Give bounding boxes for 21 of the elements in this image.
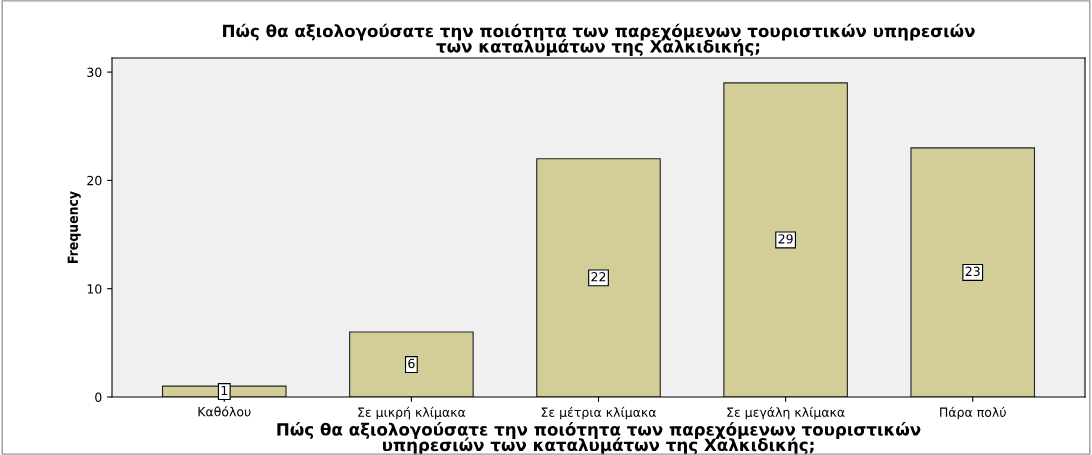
bar — [723, 82, 848, 397]
data-label: 1 — [221, 385, 228, 396]
bar — [349, 331, 474, 397]
x-tick-label: Πάρα πολύ — [940, 406, 1006, 420]
data-label: 22 — [591, 272, 606, 282]
bar — [910, 147, 1036, 397]
data-label: 23 — [965, 266, 980, 277]
x-axis-title: Πώς θα αξιολογούσατε την ποιότητα των παρεχόμενων τουριστικών υπηρεσιών των καταλυμάτων της Χαλκιδικής; — [277, 422, 921, 455]
y-tick-label: 10 — [87, 284, 102, 294]
bar — [536, 158, 661, 397]
data-label: 6 — [408, 358, 415, 369]
x-tick-label: Σε μέτρια κλίμακα — [541, 406, 656, 420]
y-tick-label: 20 — [87, 175, 102, 186]
x-tick-label: Σε μικρή κλίμακα — [358, 406, 466, 420]
y-axis-title: Frequency — [67, 191, 81, 263]
x-tick-label: Καθόλου — [198, 406, 251, 417]
x-tick-label: Σε μεγάλη κλίμακα — [727, 406, 845, 420]
y-tick-label: 30 — [87, 67, 102, 78]
chart-title: Πώς θα αξιολογούσατε την ποιότητα των παρεχόμενων τουριστικών υπηρεσιών των καταλυμάτων της Χαλκιδικής; — [223, 23, 975, 56]
y-tick-label: 0 — [95, 392, 102, 402]
data-label: 29 — [778, 234, 793, 244]
